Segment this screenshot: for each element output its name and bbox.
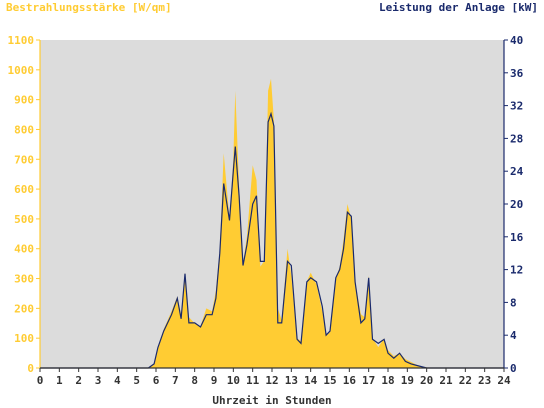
left-tick-label: 1000 — [8, 64, 35, 77]
x-tick-label: 24 — [497, 374, 511, 387]
x-tick-label: 8 — [191, 374, 198, 387]
x-tick-label: 0 — [37, 374, 44, 387]
right-tick-label: 32 — [510, 100, 523, 113]
left-tick-label: 300 — [14, 273, 34, 286]
x-tick-label: 13 — [285, 374, 298, 387]
left-tick-label: 0 — [27, 362, 34, 375]
left-tick-label: 200 — [14, 302, 34, 315]
x-tick-label: 2 — [75, 374, 82, 387]
x-tick-label: 15 — [323, 374, 336, 387]
x-tick-label: 21 — [439, 374, 453, 387]
x-tick-label: 7 — [172, 374, 179, 387]
left-tick-label: 100 — [14, 332, 34, 345]
left-tick-label: 400 — [14, 243, 34, 256]
right-tick-label: 0 — [510, 362, 517, 375]
x-tick-label: 6 — [153, 374, 160, 387]
x-tick-label: 4 — [114, 374, 121, 387]
right-tick-label: 20 — [510, 198, 523, 211]
right-tick-label: 8 — [510, 296, 517, 309]
x-tick-label: 11 — [246, 374, 260, 387]
left-tick-label: 800 — [14, 123, 34, 136]
right-tick-label: 4 — [510, 329, 517, 342]
right-tick-label: 28 — [510, 132, 523, 145]
x-tick-label: 9 — [211, 374, 218, 387]
x-tick-label: 18 — [381, 374, 394, 387]
x-tick-label: 19 — [401, 374, 414, 387]
left-axis-title: Bestrahlungsstärke [W/qm] — [6, 1, 172, 14]
x-tick-label: 14 — [304, 374, 318, 387]
x-tick-label: 23 — [478, 374, 491, 387]
x-tick-label: 20 — [420, 374, 433, 387]
x-axis-title: Uhrzeit in Stunden — [212, 394, 331, 407]
right-tick-label: 40 — [510, 34, 523, 47]
power-line — [40, 111, 504, 369]
right-tick-label: 12 — [510, 264, 523, 277]
right-axis-title: Leistung der Anlage [kW] — [379, 1, 538, 14]
x-tick-label: 16 — [343, 374, 357, 387]
x-tick-label: 22 — [459, 374, 472, 387]
x-tick-label: 1 — [56, 374, 63, 387]
left-tick-label: 600 — [14, 183, 34, 196]
chart-marks — [40, 78, 504, 369]
right-tick-label: 24 — [510, 165, 524, 178]
right-tick-label: 36 — [510, 67, 524, 80]
x-tick-label: 5 — [133, 374, 140, 387]
left-tick-label: 500 — [14, 213, 34, 226]
x-tick-label: 10 — [227, 374, 240, 387]
right-tick-label: 16 — [510, 231, 524, 244]
irradiance-area — [40, 78, 504, 369]
axes: 0100200300400500600700800900100011000481… — [8, 34, 524, 387]
x-tick-label: 12 — [265, 374, 278, 387]
left-tick-label: 1100 — [8, 34, 35, 47]
x-tick-label: 3 — [95, 374, 102, 387]
x-tick-label: 17 — [362, 374, 375, 387]
left-tick-label: 900 — [14, 94, 34, 107]
left-tick-label: 700 — [14, 153, 34, 166]
